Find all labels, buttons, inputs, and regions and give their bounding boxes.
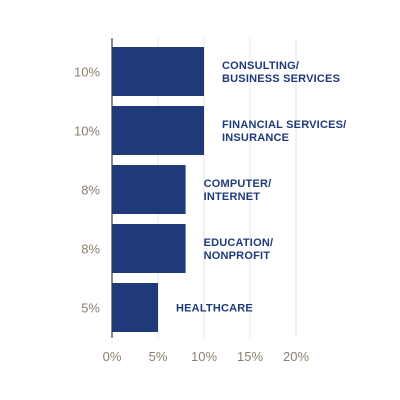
category-label-line: EDUCATION/: [204, 237, 274, 249]
value-label-1: 10%: [74, 124, 100, 139]
bar-3: [112, 224, 186, 273]
value-label-2: 8%: [81, 183, 100, 198]
x-tick-label-20: 20%: [283, 349, 309, 364]
x-tick-label-5: 5%: [149, 349, 168, 364]
category-label-line: NONPROFIT: [204, 250, 271, 262]
category-label-4: HEALTHCARE: [176, 303, 253, 315]
bar-2: [112, 165, 186, 214]
category-label-2: COMPUTER/INTERNET: [204, 178, 272, 203]
category-label-line: INTERNET: [204, 191, 261, 203]
value-label-0: 10%: [74, 65, 100, 80]
category-label-line: FINANCIAL SERVICES/: [222, 119, 346, 131]
category-label-line: COMPUTER/: [204, 178, 272, 190]
category-label-layer: CONSULTING/BUSINESS SERVICES FINANCIAL SE…: [176, 60, 346, 315]
x-tick-label-15: 15%: [237, 349, 263, 364]
value-label-4: 5%: [81, 301, 100, 316]
bar-4: [112, 283, 158, 332]
value-label-3: 8%: [81, 242, 100, 257]
value-label-layer: 10% 10% 8% 8% 5%: [74, 65, 100, 316]
category-label-1: FINANCIAL SERVICES/INSURANCE: [222, 119, 346, 144]
category-label-3: EDUCATION/NONPROFIT: [204, 237, 274, 262]
x-tick-label-0: 0%: [103, 349, 122, 364]
x-tick-layer: 0% 5% 10% 15% 20%: [103, 349, 310, 364]
category-label-0: CONSULTING/BUSINESS SERVICES: [222, 60, 340, 85]
bar-0: [112, 47, 204, 96]
bar-layer: [112, 47, 204, 332]
category-label-line: CONSULTING/: [222, 60, 299, 72]
category-label-line: HEALTHCARE: [176, 303, 253, 315]
category-label-line: BUSINESS SERVICES: [222, 73, 340, 85]
x-tick-label-10: 10%: [191, 349, 217, 364]
bar-1: [112, 106, 204, 155]
category-label-line: INSURANCE: [222, 132, 289, 144]
